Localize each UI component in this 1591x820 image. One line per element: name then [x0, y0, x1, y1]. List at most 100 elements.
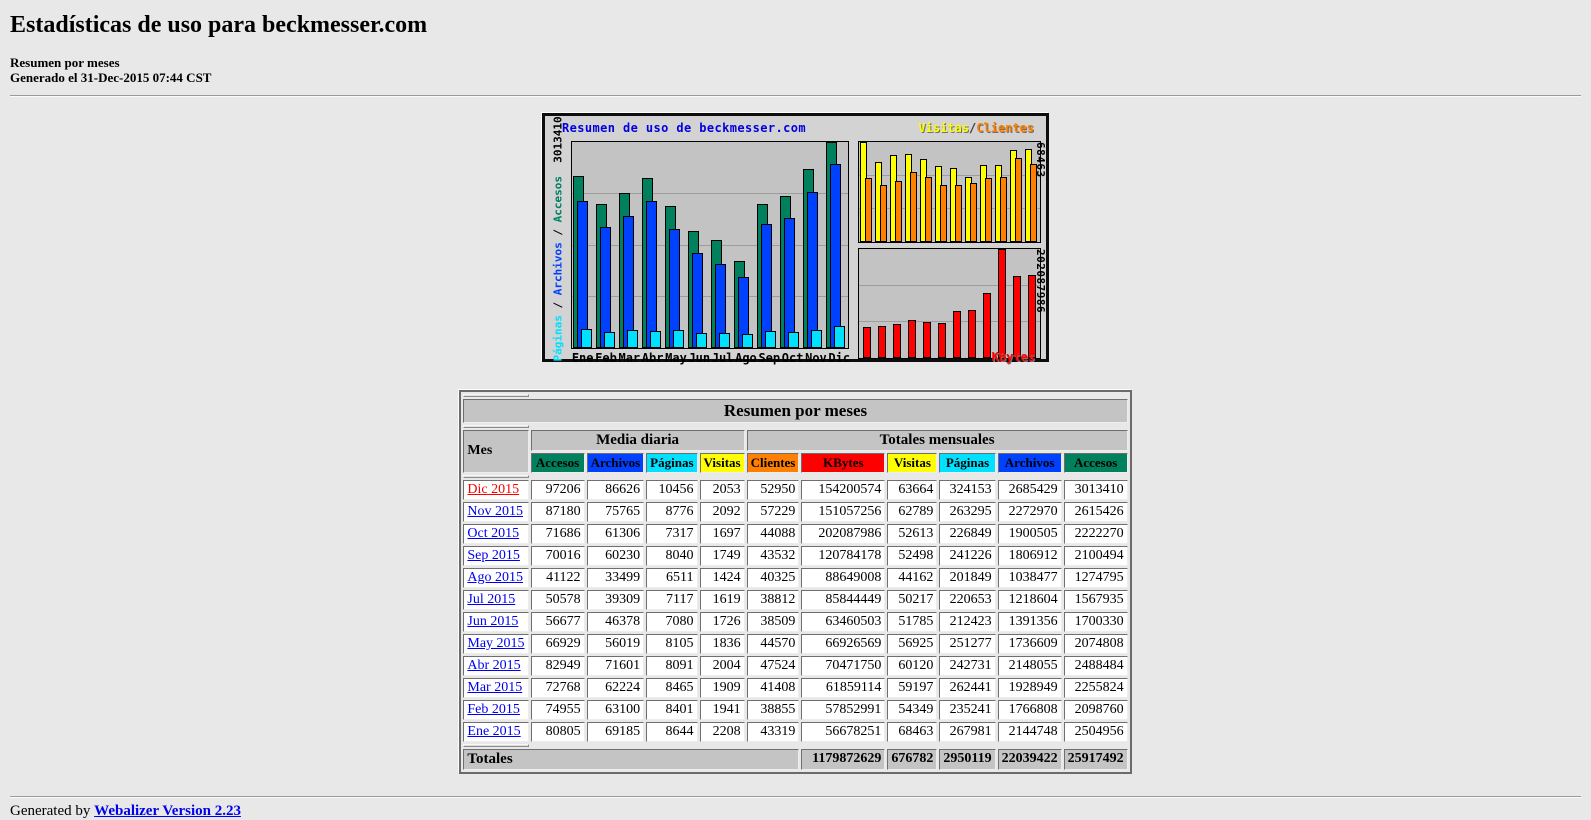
data-cell: 1697	[699, 523, 745, 544]
data-cell: 38855	[746, 699, 800, 720]
month-link[interactable]: Jul 2015	[467, 591, 516, 607]
data-cell: 57852991	[801, 699, 886, 720]
y-axis-label: Páginas / Archivos / Accesos 3013410	[551, 116, 565, 362]
total-cell: 22039422	[997, 748, 1062, 770]
clientes-bar	[910, 172, 917, 242]
data-cell: 43532	[746, 545, 800, 566]
data-cell: 1766808	[997, 699, 1062, 720]
month-link[interactable]: Oct 2015	[467, 525, 520, 541]
data-cell: 50578	[530, 589, 585, 610]
archivos-bar	[784, 217, 795, 348]
data-cell: 120784178	[801, 545, 886, 566]
data-cell: 2098760	[1063, 699, 1128, 720]
data-cell: 63100	[586, 699, 645, 720]
data-cell: 88649008	[801, 567, 886, 588]
data-cell: 1726	[699, 611, 745, 632]
data-cell: 85844449	[801, 589, 886, 610]
data-cell: 7317	[646, 523, 698, 544]
kbytes-panel	[858, 247, 1041, 359]
table-row: Ene 2015 80805 69185 8644 2208 43319 56678251 6…	[463, 721, 1128, 742]
data-cell: 51785	[887, 611, 938, 632]
column-header-archivos: Archivos	[586, 452, 645, 473]
data-cell: 74955	[530, 699, 585, 720]
data-cell: 2100494	[1063, 545, 1128, 566]
data-cell: 87180	[530, 501, 585, 522]
clientes-bar	[985, 178, 992, 242]
bar-group-nov	[1009, 249, 1024, 358]
paginas-bar	[604, 331, 615, 348]
data-cell: 44570	[746, 633, 800, 654]
data-cell: 2222270	[1063, 523, 1128, 544]
table-row: Jun 2015 56677 46378 7080 1726 38509 63460503 5…	[463, 611, 1128, 632]
month-link[interactable]: May 2015	[467, 635, 525, 651]
month-tick-label: Feb	[595, 350, 617, 365]
data-cell: 80805	[530, 721, 585, 742]
month-tick-label: Mar	[618, 350, 641, 365]
bar-group-jun	[687, 142, 710, 348]
data-cell: 8401	[646, 699, 698, 720]
month-cell: Nov 2015	[463, 501, 529, 522]
data-cell: 1038477	[997, 567, 1062, 588]
data-cell: 46378	[586, 611, 645, 632]
month-link[interactable]: Abr 2015	[467, 657, 521, 673]
data-cell: 56678251	[801, 721, 886, 742]
data-cell: 1424	[699, 567, 745, 588]
kbytes-bar	[923, 321, 931, 358]
bar-group-jul	[949, 249, 964, 358]
kbytes-bar	[878, 326, 886, 358]
bar-group-dic	[825, 141, 848, 348]
bar-group-nov	[1009, 142, 1024, 242]
data-cell: 52950	[746, 479, 800, 500]
data-cell: 39309	[586, 589, 645, 610]
data-cell: 324153	[939, 479, 996, 500]
month-link[interactable]: Mar 2015	[467, 679, 523, 695]
month-cell: Sep 2015	[463, 545, 529, 566]
archivos-bar	[600, 226, 611, 348]
column-header-visitas: Visitas	[887, 452, 938, 473]
clientes-bar	[940, 185, 947, 242]
kbytes-bar	[983, 292, 991, 358]
accesos-archivos-paginas-panel	[571, 140, 849, 349]
data-cell: 226849	[939, 523, 996, 544]
archivos-bar	[807, 192, 818, 348]
column-header-accesos: Accesos	[530, 452, 585, 473]
data-cell: 82949	[530, 655, 585, 676]
month-tick-label: Oct	[781, 350, 804, 365]
bar-group-feb	[595, 142, 618, 348]
bar-group-jul	[949, 142, 964, 242]
paginas-bar	[696, 333, 707, 348]
webalizer-version-link[interactable]: Webalizer Version 2.23	[94, 802, 241, 819]
month-link[interactable]: Feb 2015	[467, 701, 520, 717]
bar-group-jul	[710, 142, 733, 348]
data-cell: 41122	[530, 567, 585, 588]
month-link[interactable]: Jun 2015	[467, 613, 519, 629]
paginas-bar	[581, 329, 592, 348]
month-link[interactable]: Sep 2015	[467, 547, 520, 563]
month-link[interactable]: Ene 2015	[467, 723, 521, 739]
total-cell: 676782	[887, 748, 938, 770]
bar-group-ago	[964, 249, 979, 358]
data-cell: 8776	[646, 501, 698, 522]
month-link[interactable]: Nov 2015	[467, 503, 524, 519]
kbytes-bar	[938, 323, 946, 358]
data-cell: 2488484	[1063, 655, 1128, 676]
total-cell: 25917492	[1063, 748, 1128, 770]
month-link[interactable]: Dic 2015	[467, 481, 520, 497]
bar-group-ene	[859, 249, 874, 358]
data-cell: 60230	[586, 545, 645, 566]
data-cell: 262441	[939, 677, 996, 698]
paginas-bar	[834, 325, 845, 348]
data-cell: 54349	[887, 699, 938, 720]
generated-timestamp: Generado el 31-Dec-2015 07:44 CST	[10, 70, 212, 86]
data-cell: 2504956	[1063, 721, 1128, 742]
archivos-bar	[623, 215, 634, 348]
data-cell: 6511	[646, 567, 698, 588]
data-cell: 8465	[646, 677, 698, 698]
x-axis-labels: Ene Feb Mar Abr May Jun Jul Ago Sep Oct Nov Dic	[571, 351, 851, 365]
data-cell: 2144748	[997, 721, 1062, 742]
bar-group-may	[664, 142, 687, 348]
data-cell: 1619	[699, 589, 745, 610]
data-cell: 154200574	[801, 479, 886, 500]
month-link[interactable]: Ago 2015	[467, 569, 524, 585]
data-cell: 242731	[939, 655, 996, 676]
